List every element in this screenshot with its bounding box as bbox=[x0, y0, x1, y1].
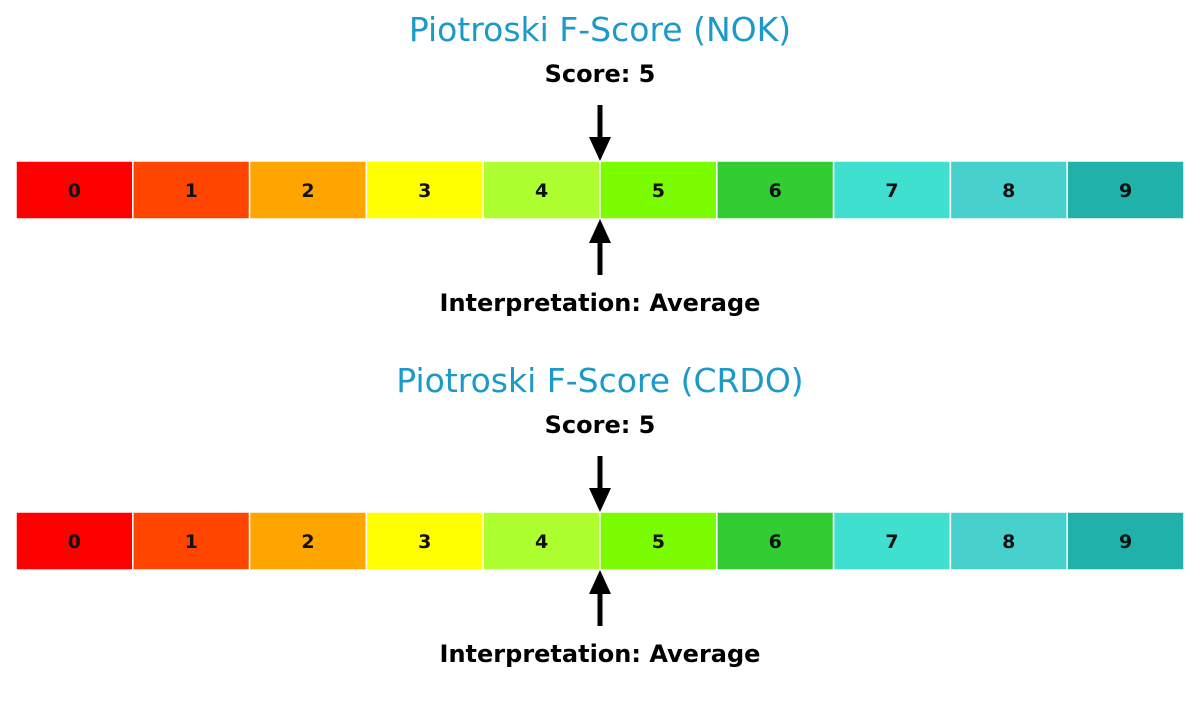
segment-label-8: 8 bbox=[1002, 531, 1015, 553]
segment-label-2: 2 bbox=[301, 180, 314, 202]
segment-6 bbox=[716, 160, 835, 220]
segment-label-4: 4 bbox=[535, 531, 548, 553]
segment-8 bbox=[949, 160, 1068, 220]
segment-label-6: 6 bbox=[769, 180, 782, 202]
segment-label-6: 6 bbox=[769, 531, 782, 553]
segment-7 bbox=[832, 160, 952, 220]
segment-label-8: 8 bbox=[1002, 180, 1015, 202]
score-arrow-head bbox=[589, 488, 611, 512]
segment-2 bbox=[248, 160, 368, 220]
score-label: Score: 5 bbox=[544, 411, 656, 439]
segment-label-3: 3 bbox=[418, 180, 431, 202]
segment-0 bbox=[15, 160, 134, 220]
segment-5 bbox=[599, 511, 718, 571]
segment-label-5: 5 bbox=[652, 531, 665, 553]
interpretation-arrow-head bbox=[589, 219, 611, 243]
interpretation-label: Interpretation: Average bbox=[439, 289, 761, 317]
segment-8 bbox=[949, 511, 1068, 571]
gauge-nok: 0 1 2 3 4 5 6 7 8 9 Piotroski F-Score (NOK) Score… bbox=[0, 0, 1200, 350]
score-label: Score: 5 bbox=[544, 60, 656, 88]
segment-9 bbox=[1066, 160, 1185, 220]
score-arrow-head bbox=[589, 137, 611, 161]
interpretation-arrow-head bbox=[589, 570, 611, 594]
segment-label-7: 7 bbox=[885, 531, 898, 553]
gauge-crdo-svg: 0 1 2 3 4 5 6 7 8 9 bbox=[15, 456, 1185, 626]
segment-label-1: 1 bbox=[185, 531, 198, 553]
interpretation-label: Interpretation: Average bbox=[439, 640, 761, 668]
chart-title: Piotroski F-Score (CRDO) bbox=[396, 361, 804, 400]
segment-9 bbox=[1066, 511, 1185, 571]
segment-1 bbox=[132, 511, 251, 571]
segment-label-0: 0 bbox=[68, 531, 81, 553]
segment-6 bbox=[716, 511, 835, 571]
segment-0 bbox=[15, 511, 134, 571]
segment-label-0: 0 bbox=[68, 180, 81, 202]
segment-label-9: 9 bbox=[1119, 180, 1132, 202]
segment-label-3: 3 bbox=[418, 531, 431, 553]
segment-label-1: 1 bbox=[185, 180, 198, 202]
segment-2 bbox=[248, 511, 368, 571]
segment-3 bbox=[365, 511, 484, 571]
segment-4 bbox=[482, 511, 601, 571]
segment-4 bbox=[482, 160, 601, 220]
segment-label-9: 9 bbox=[1119, 531, 1132, 553]
segment-1 bbox=[132, 160, 251, 220]
segment-label-2: 2 bbox=[301, 531, 314, 553]
gauge-nok-svg: 0 1 2 3 4 5 6 7 8 9 bbox=[15, 105, 1185, 275]
segment-label-4: 4 bbox=[535, 180, 548, 202]
segment-label-7: 7 bbox=[885, 180, 898, 202]
segment-label-5: 5 bbox=[652, 180, 665, 202]
gauge-crdo: 0 1 2 3 4 5 6 7 8 9 Piotroski F-Score (CRDO) Scor… bbox=[0, 351, 1200, 701]
chart-title: Piotroski F-Score (NOK) bbox=[408, 10, 792, 49]
